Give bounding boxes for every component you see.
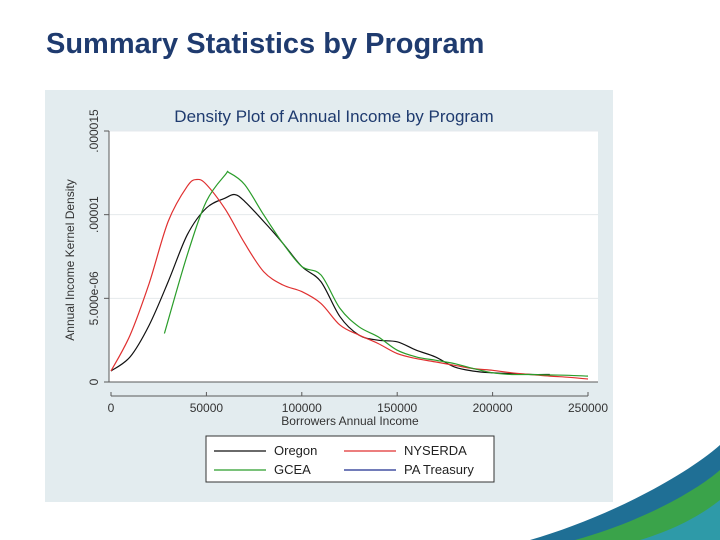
series-line-oregon (110, 193, 550, 376)
series-lines (110, 170, 589, 380)
x-tick-label: 250000 (568, 401, 608, 415)
y-tick-label: .000015 (87, 109, 101, 153)
y-axis-label: Annual Income Kernel Density (63, 179, 77, 340)
wave-green-band (575, 470, 720, 540)
series-line-gcea (163, 170, 589, 377)
chart-title: Density Plot of Annual Income by Program (174, 107, 493, 126)
x-tick-label: 200000 (473, 401, 513, 415)
x-tick-label: 0 (108, 401, 115, 415)
density-chart: 0 5.000e-06 .00001 .000015 0 50000 100000 15000… (63, 107, 608, 483)
page-title: Summary Statistics by Program (46, 28, 485, 60)
axes: 0 5.000e-06 .00001 .000015 0 50000 100000 15000… (87, 109, 608, 415)
x-tick-label: 150000 (377, 401, 417, 415)
legend-label-oregon: Oregon (274, 443, 317, 458)
legend-label-gcea: GCEA (274, 462, 311, 477)
legend-label-pa-treasury: PA Treasury (404, 462, 474, 477)
y-tick-label: .00001 (87, 196, 101, 233)
x-axis-label: Borrowers Annual Income (281, 414, 419, 428)
x-tick-label: 50000 (190, 401, 224, 415)
wave-teal-band (640, 500, 720, 540)
x-tick-label: 100000 (282, 401, 322, 415)
series-line-nyserda (110, 178, 589, 380)
chart-legend: Oregon NYSERDA GCEA PA Treasury (205, 435, 495, 483)
y-tick-label: 0 (87, 378, 101, 385)
gridlines (109, 130, 598, 299)
legend-box (205, 435, 495, 483)
legend-label-nyserda: NYSERDA (404, 443, 467, 458)
y-tick-label: 5.000e-06 (87, 271, 101, 325)
plot-area (109, 131, 598, 382)
